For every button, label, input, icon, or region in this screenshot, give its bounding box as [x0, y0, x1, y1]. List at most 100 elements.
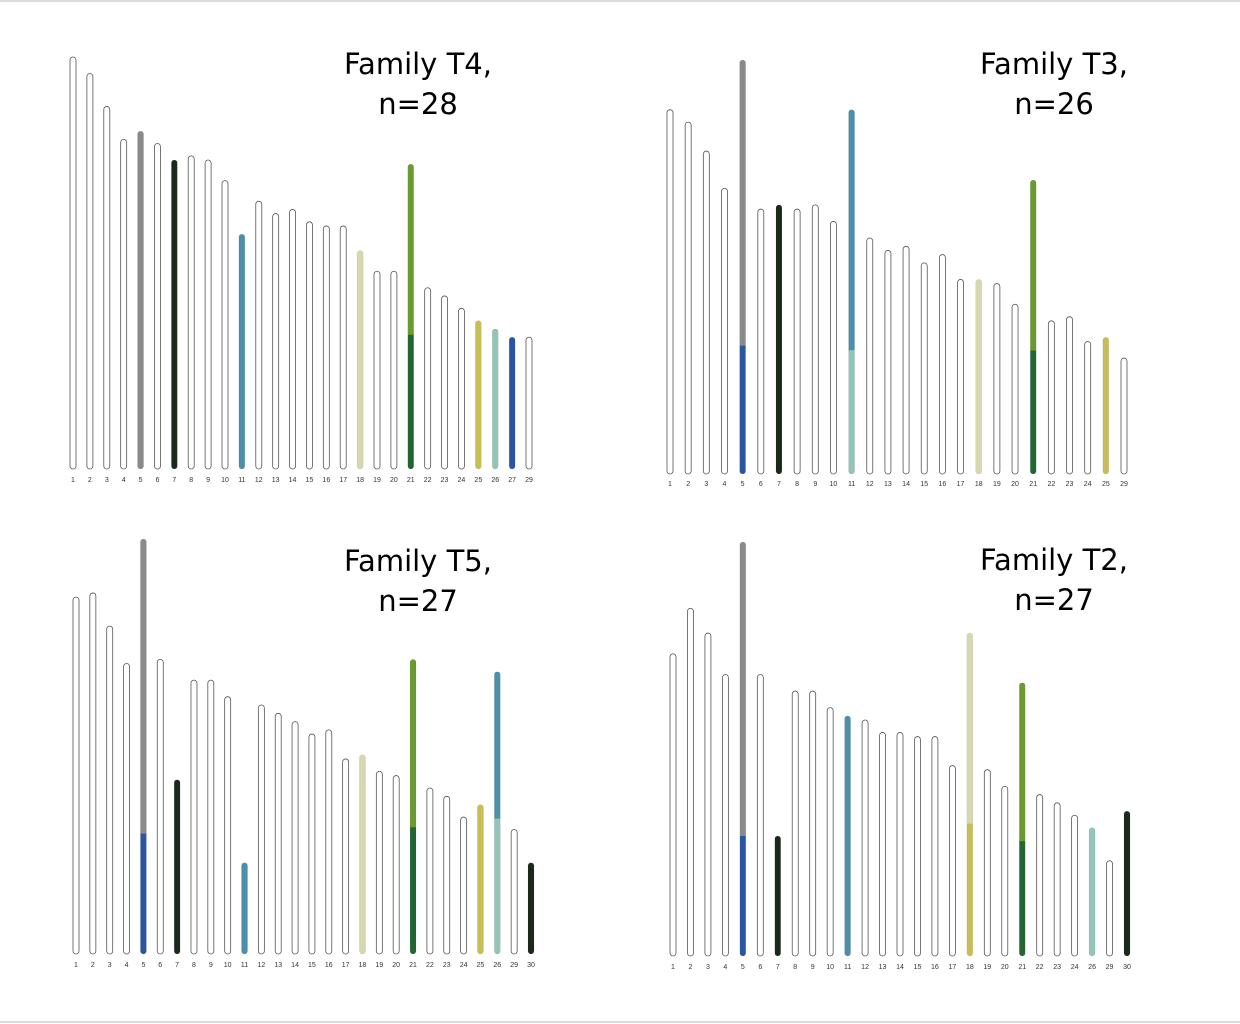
chromosome-label: 20 [392, 962, 400, 969]
chromosome-17: 17 [948, 765, 956, 971]
chromosome-label: 2 [686, 481, 690, 488]
chromosome-segment-fill-white [458, 308, 465, 469]
chromosome-outline [948, 765, 956, 957]
chromosome-label: 18 [359, 962, 367, 969]
chromosome-1: 1 [669, 653, 677, 971]
chromosome-segment-fill-white [879, 732, 886, 956]
chromosome-outline [123, 663, 130, 955]
chromosome-outline [494, 671, 501, 955]
chromosome-outline [666, 109, 674, 475]
chromosome-label: 3 [706, 964, 710, 971]
chromosome-label: 9 [206, 477, 210, 484]
chromosome-label: 5 [139, 477, 143, 484]
chromosome-10: 10 [221, 180, 229, 484]
chromosome-29: 29 [1120, 357, 1128, 488]
chromosome-2: 2 [684, 121, 692, 488]
chromosome-label: 6 [759, 481, 763, 488]
chromosome-label: 12 [255, 477, 263, 484]
chromosome-segment-fill-white [73, 597, 79, 954]
chromosome-segment-teal-blue [241, 862, 248, 954]
chromosome-segment-pale-teal [1089, 827, 1096, 956]
chromosome-segment-fill-white [957, 279, 964, 474]
chromosome-label: 12 [866, 481, 874, 488]
chromosome-20: 20 [1001, 785, 1009, 971]
chromosome-outline [241, 862, 248, 955]
chromosome-outline [356, 250, 364, 470]
chromosome-outline [866, 237, 874, 475]
chromosome-label: 14 [289, 477, 297, 484]
chromosome-segment-fill-white [157, 659, 164, 954]
chromosome-outline [373, 270, 381, 470]
chromosome-14: 14 [291, 721, 299, 969]
chromosome-outline [224, 696, 232, 955]
chromosome-outline [238, 233, 246, 470]
chromosome-outline [207, 679, 215, 955]
chromosome-10: 10 [830, 221, 837, 488]
chromosome-label: 1 [671, 964, 675, 971]
chromosome-label: 15 [920, 481, 928, 488]
chromosome-label: 10 [221, 477, 229, 484]
chromosome-label: 21 [409, 962, 417, 969]
chromosome-outline [392, 775, 400, 955]
chromosome-outline [966, 632, 974, 957]
chromosome-label: 23 [1053, 964, 1061, 971]
chromosome-segment-fill-white [306, 221, 313, 469]
chromosome-segment-fill-white [827, 707, 834, 956]
chromosome-8: 8 [793, 208, 801, 488]
chromosome-outline [920, 262, 928, 475]
chromosome-3: 3 [702, 150, 710, 488]
chromosome-segment-fill-white [670, 653, 676, 956]
chromosome-outline [793, 208, 801, 475]
top-border [0, 0, 1240, 2]
chromosome-segment-fill-white [424, 287, 431, 469]
chromosome-label: 25 [477, 962, 485, 969]
chromosome-outline [120, 138, 128, 470]
chromosome-label: 5 [141, 962, 145, 969]
chromosome-segment-fill-white [1036, 794, 1043, 956]
chromosome-segment-fill-white [830, 221, 837, 474]
chromosome-outline [306, 221, 313, 470]
chromosome-label: 7 [776, 964, 780, 971]
chromosome-label: 3 [704, 481, 708, 488]
chromosome-9: 9 [207, 679, 215, 969]
chromosome-5: 5 [739, 541, 747, 971]
chromosome-1: 1 [72, 596, 80, 969]
chromosome-label: 16 [322, 477, 330, 484]
chromosome-segment-mustard [1102, 337, 1109, 474]
chromosome-8: 8 [791, 690, 799, 971]
chromosome-segment-fill-white [190, 680, 197, 954]
chromosome-label: 29 [1106, 964, 1114, 971]
chromosome-10: 10 [224, 696, 232, 969]
chromosome-outline [757, 208, 765, 475]
chromosome-label: 29 [1120, 481, 1128, 488]
chromosome-12: 12 [255, 200, 263, 484]
chromosome-22: 22 [426, 787, 434, 969]
chromosome-label: 16 [939, 481, 947, 488]
chromosome-label: 13 [274, 962, 282, 969]
chromosome-outline [89, 592, 97, 955]
chromosome-segment-fill-white [914, 736, 921, 956]
chromosome-segment-fill-white [903, 246, 910, 474]
chromosome-segment-pale-khaki [975, 279, 982, 474]
chromosome-outline [103, 106, 111, 470]
chromosome-segment-pale-khaki [359, 754, 366, 954]
chromosome-outline [308, 733, 316, 955]
chromosome-segment-teal-blue [494, 671, 501, 820]
chromosome-outline [775, 204, 783, 475]
chromosome-segment-fill-white [794, 209, 801, 474]
chromosome-label: 4 [723, 964, 727, 971]
chromosome-9: 9 [204, 159, 212, 484]
chromosome-23: 23 [1053, 802, 1061, 971]
chromosome-segment-near-black [528, 862, 534, 954]
chromosome-21: 21 [409, 659, 417, 969]
chromosome-label: 20 [390, 477, 398, 484]
chromosome-25: 25 [1102, 337, 1110, 488]
chromosome-13: 13 [272, 213, 280, 484]
chromosome-label: 4 [122, 477, 126, 484]
chromosome-label: 11 [238, 477, 245, 484]
chromosome-label: 6 [758, 964, 762, 971]
chromosome-14: 14 [902, 245, 910, 488]
chromosome-9: 9 [809, 690, 817, 971]
chromosome-outline [527, 862, 535, 955]
chromosome-outline [137, 130, 144, 470]
